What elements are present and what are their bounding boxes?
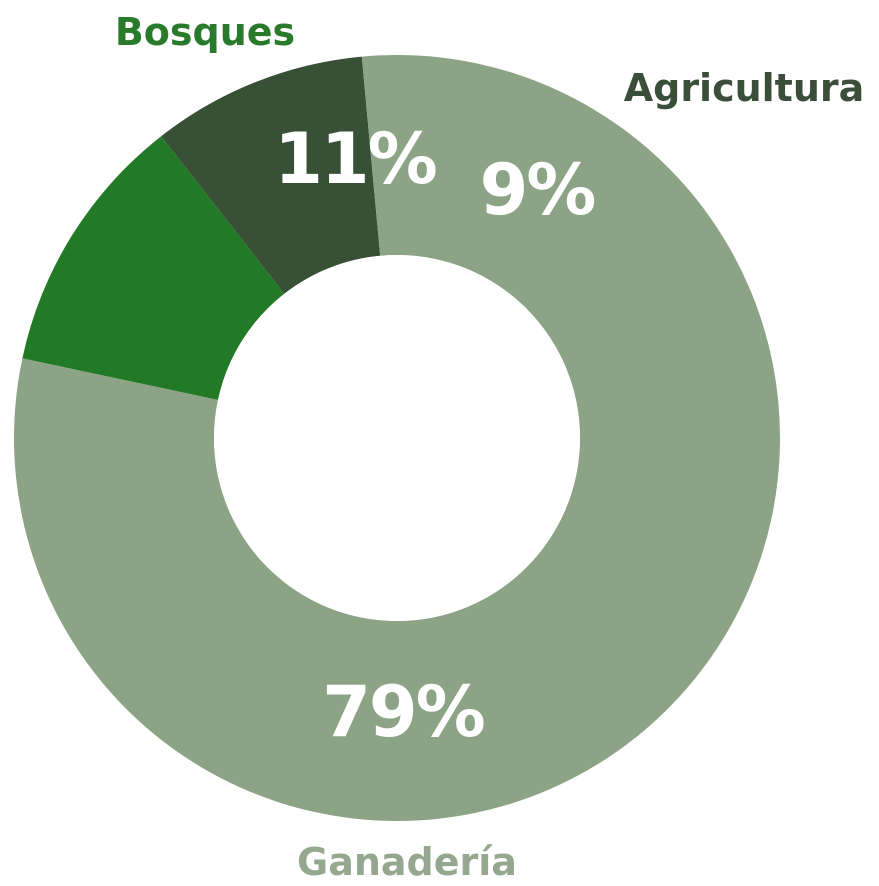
slice-ganader-a bbox=[13, 55, 781, 821]
value-labels-group: 11% 9% 79% bbox=[274, 118, 596, 753]
category-label-agricultura: Agricultura bbox=[624, 66, 865, 110]
category-label-bosques: Bosques bbox=[115, 10, 295, 54]
slice-agricultura bbox=[161, 56, 381, 294]
value-label-bosques: 11% bbox=[274, 118, 436, 200]
value-label-ganader-a: 79% bbox=[322, 671, 484, 753]
donut-hole bbox=[214, 255, 580, 621]
slices-group bbox=[13, 55, 781, 821]
slice-bosques bbox=[22, 136, 285, 400]
category-label-ganader-a: Ganadería bbox=[297, 840, 517, 882]
category-labels-group: Bosques Agricultura Ganadería bbox=[115, 10, 865, 884]
value-label-agricultura: 9% bbox=[480, 149, 595, 231]
